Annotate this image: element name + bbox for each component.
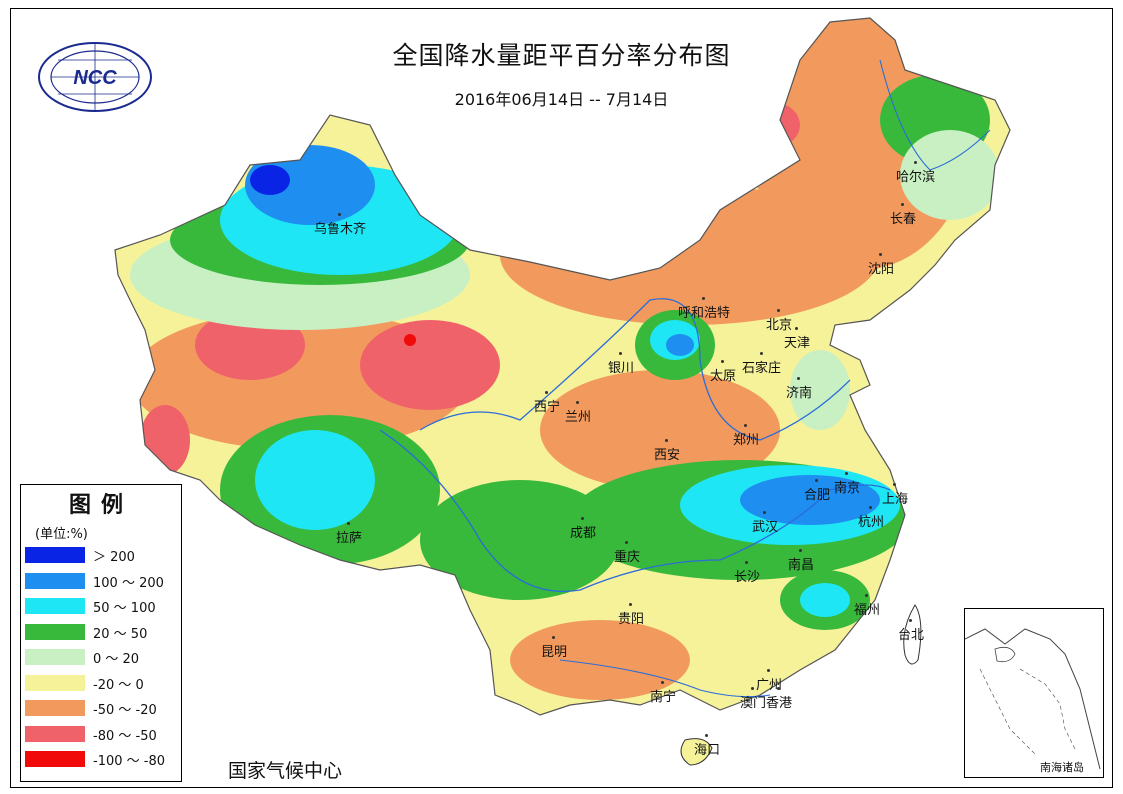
city-label: 杭州 [858, 506, 884, 530]
wetter-zone-hohhot [666, 334, 694, 356]
city-label: 武汉 [752, 511, 778, 535]
legend-row: -100 ～ -80 [25, 749, 181, 769]
dry-zone-south [510, 620, 690, 700]
islands [680, 604, 922, 766]
map-title: 全国降水量距平百分率分布图 [392, 41, 731, 70]
taiwan-island [903, 604, 922, 665]
legend-row: -20 ～ 0 [25, 673, 181, 693]
city-label: 西宁 [534, 391, 560, 415]
legend-swatch [25, 725, 85, 742]
yangtze-river [379, 429, 891, 593]
city-label: 海口 [694, 734, 720, 758]
legend-row: 20 ～ 50 [25, 622, 181, 642]
city-label: 北京 [766, 309, 792, 333]
legend-swatch [25, 649, 85, 665]
city-label: 拉萨 [336, 522, 362, 546]
legend-unit: (单位:%) [35, 527, 88, 542]
legend-title: 图例 [68, 493, 133, 518]
legend: 图例 (单位:%) ＞ 200 100 ～ 200 50 ～ 100 20 ～ 50 0… [20, 484, 182, 782]
legend-label: -80 ～ -50 [93, 728, 157, 744]
very-wet-zone-tibet [255, 430, 375, 530]
city-label: 南京 [834, 472, 860, 496]
legend-swatch [25, 547, 85, 563]
legend-swatch [25, 623, 85, 640]
light-wet-zone-northeast [900, 130, 1000, 220]
legend-label: ＞ 200 [93, 550, 135, 565]
city-label: 长春 [890, 203, 916, 227]
city-label: 天津 [784, 327, 810, 351]
city-label: 南宁 [650, 681, 676, 705]
city-label: 银川 [608, 352, 634, 376]
legend-label: -20 ～ 0 [93, 677, 144, 693]
city-label: 兰州 [565, 401, 591, 425]
credit-text: 国家气候中心 [228, 760, 343, 782]
date-range: 2016年06月14日 -- 7月14日 [454, 90, 669, 109]
city-label: 石家庄 [742, 352, 781, 376]
legend-swatch [25, 572, 85, 589]
pearl-river [559, 659, 771, 698]
dry-zone-central [540, 370, 780, 490]
legend-label: -100 ～ -80 [93, 754, 166, 769]
ncc-logo: NCC [36, 40, 154, 114]
extreme-dry-spot [404, 334, 416, 346]
city-label: 济南 [786, 377, 812, 401]
legend-label: 100 ～ 200 [93, 575, 164, 591]
city-label: 沈阳 [868, 253, 894, 277]
city-label: 呼和浩特 [678, 297, 730, 321]
logo-text: NCC [73, 67, 117, 89]
wetter-zone-wuhan [740, 475, 880, 525]
legend-swatch [25, 751, 85, 767]
city-label: 太原 [710, 360, 736, 384]
city-label: 长沙 [734, 561, 760, 585]
city-label: 南昌 [788, 549, 814, 573]
legend-label: 0 ～ 20 [93, 652, 140, 667]
city-label: 哈尔滨 [896, 161, 935, 185]
hainan-island [680, 738, 713, 766]
very-dry-zone-qinghai [360, 320, 500, 410]
legend-swatch [25, 700, 85, 716]
wetter-zone-xinjiang [245, 145, 375, 225]
city-label: 广州 [756, 669, 782, 693]
city-label: 香港 [766, 687, 792, 711]
light-wet-zone-shandong [790, 350, 850, 430]
city-label: 昆明 [541, 636, 567, 660]
city-label: 郑州 [733, 424, 759, 448]
legend-row: 50 ～ 100 [25, 596, 181, 616]
legend-label: 20 ～ 50 [93, 626, 148, 642]
city-label: 福州 [854, 594, 880, 618]
china-border [114, 17, 1011, 716]
city-label: 上海 [882, 483, 908, 507]
city-label: 西安 [654, 439, 680, 463]
city-label: 乌鲁木齐 [314, 213, 366, 237]
legend-swatch [25, 598, 85, 614]
city-label: 成都 [570, 517, 596, 541]
inset-label: 南海诸岛 [1040, 761, 1084, 774]
legend-row: -80 ～ -50 [25, 724, 181, 744]
city-label: 重庆 [614, 541, 640, 565]
legend-row: 0 ～ 20 [25, 647, 181, 667]
city-label: 澳门 [740, 687, 766, 711]
city-label: 台北 [898, 619, 924, 643]
legend-swatch [25, 674, 85, 691]
precipitation-zones [115, 18, 1010, 715]
songhua-river [879, 59, 991, 171]
city-label: 合肥 [804, 479, 830, 503]
wettest-zone-xinjiang [250, 165, 290, 195]
legend-row: 100 ～ 200 [25, 571, 181, 591]
legend-label: 50 ～ 100 [93, 601, 156, 616]
wet-zone-sichuan [420, 480, 620, 600]
legend-row: ＞ 200 [25, 545, 181, 565]
legend-label: -50 ～ -20 [93, 703, 157, 718]
legend-row: -50 ～ -20 [25, 698, 181, 718]
very-wet-zone-fujian [800, 583, 850, 617]
south-china-sea-inset: 南海诸岛 [964, 608, 1104, 778]
city-label: 贵阳 [618, 603, 644, 627]
yellow-river [419, 298, 851, 441]
